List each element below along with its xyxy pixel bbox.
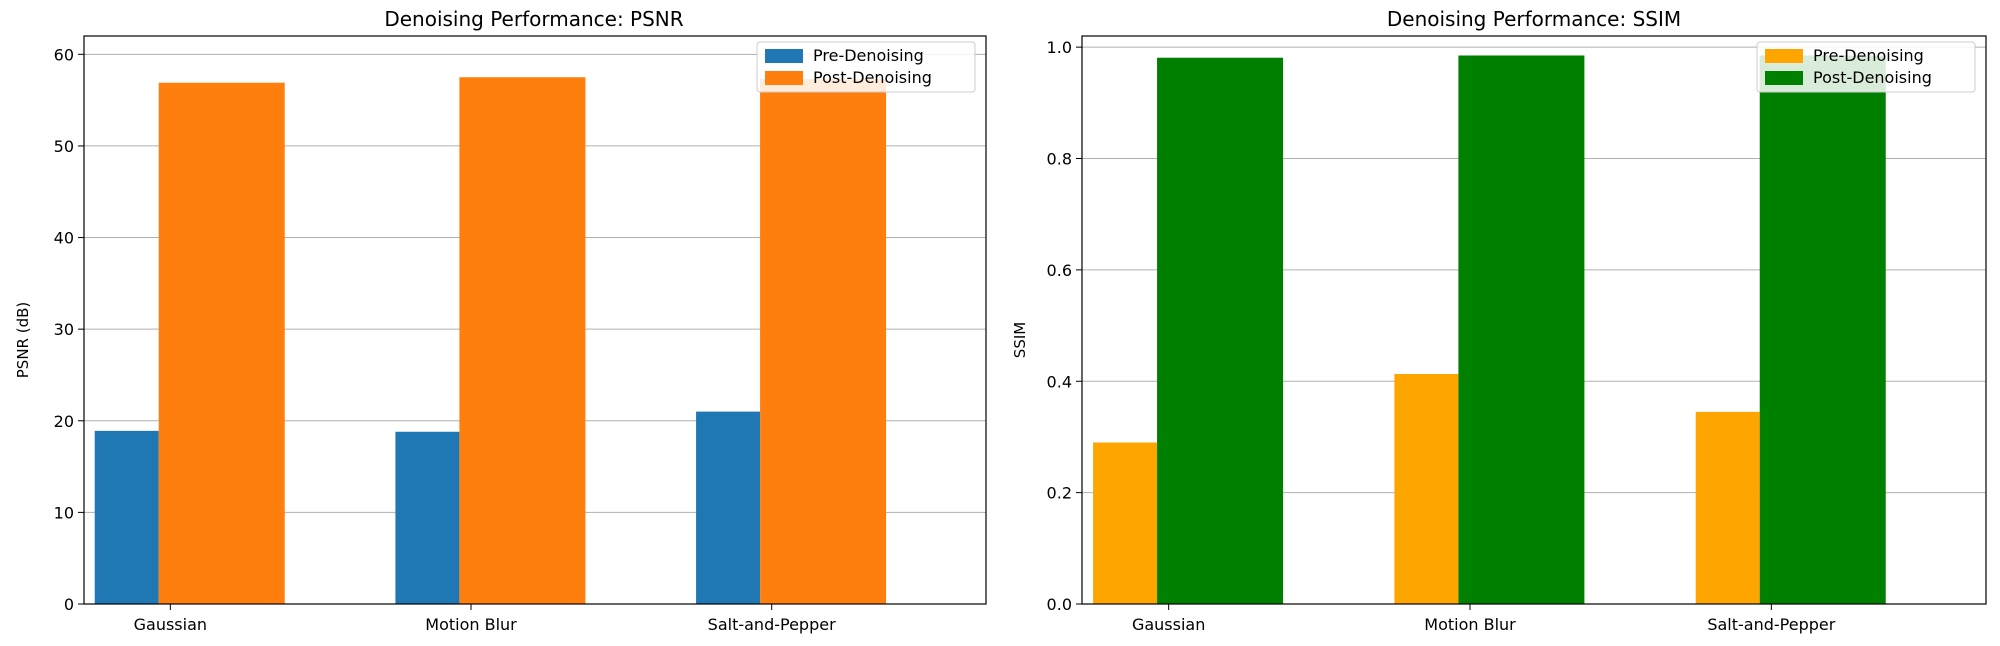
psnr-x-tick-label: Motion Blur (425, 615, 517, 634)
ssim-bar-post-0 (1157, 57, 1284, 604)
ssim-chart-title: Denoising Performance: SSIM (1387, 7, 1681, 31)
psnr-legend: Pre-Denoising Post-Denoising (756, 41, 976, 93)
ssim-legend-label-post: Post-Denoising (1813, 68, 1932, 87)
psnr-legend-label-post: Post-Denoising (813, 68, 932, 87)
psnr-x-tick-label: Salt-and-Pepper (708, 615, 836, 634)
ssim-legend-label-pre: Pre-Denoising (1813, 46, 1924, 65)
psnr-bar-pre-1 (395, 431, 460, 604)
ssim-y-ticks: 0.0 0.2 0.4 0.6 0.8 1.0 (1047, 38, 1082, 614)
psnr-y-tick-label: 60 (54, 45, 74, 64)
psnr-y-tick-label: 10 (54, 503, 74, 522)
psnr-legend-swatch-pre (765, 49, 803, 63)
ssim-legend-swatch-post (1765, 71, 1803, 85)
psnr-y-tick-label: 30 (54, 320, 74, 339)
psnr-y-axis-label: PSNR (dB) (14, 302, 32, 379)
ssim-x-ticks: Gaussian Motion Blur Salt-and-Pepper (1132, 604, 1836, 634)
ssim-x-tick-label: Salt-and-Pepper (1707, 615, 1835, 634)
psnr-plot-frame (83, 35, 987, 605)
psnr-legend-label-pre: Pre-Denoising (813, 46, 924, 65)
ssim-legend: Pre-Denoising Post-Denoising (1756, 41, 1976, 93)
ssim-bar-post-1 (1458, 55, 1585, 605)
psnr-chart: Denoising Performance: PSNR PSNR (dB) 0 1… (14, 7, 987, 634)
ssim-legend-swatch-pre (1765, 49, 1803, 63)
ssim-x-tick-label: Motion Blur (1424, 615, 1516, 634)
ssim-plot-frame (1081, 35, 1987, 605)
ssim-bar-pre-0 (1093, 442, 1158, 604)
ssim-y-tick-label: 0.0 (1047, 595, 1072, 614)
psnr-chart-title: Denoising Performance: PSNR (384, 7, 683, 31)
ssim-y-tick-label: 0.2 (1047, 484, 1072, 503)
ssim-y-tick-label: 0.6 (1047, 261, 1072, 280)
psnr-bar-post-0 (158, 82, 285, 604)
psnr-bar-post-2 (760, 79, 887, 605)
ssim-x-tick-label: Gaussian (1132, 615, 1205, 634)
ssim-y-tick-label: 0.4 (1047, 372, 1072, 391)
psnr-y-tick-label: 20 (54, 412, 74, 431)
ssim-y-axis-label: SSIM (1011, 322, 1029, 358)
ssim-y-tick-label: 0.8 (1047, 150, 1072, 169)
ssim-bar-post-2 (1759, 55, 1886, 605)
psnr-x-tick-label: Gaussian (134, 615, 207, 634)
psnr-legend-swatch-post (765, 71, 803, 85)
psnr-bar-post-1 (459, 77, 586, 604)
psnr-bar-pre-2 (696, 411, 761, 604)
ssim-bars (1093, 55, 1886, 605)
psnr-x-ticks: Gaussian Motion Blur Salt-and-Pepper (134, 604, 836, 634)
ssim-legend-box (1756, 41, 1976, 93)
psnr-bar-pre-0 (94, 430, 159, 604)
psnr-y-tick-label: 0 (64, 595, 74, 614)
psnr-bars (94, 77, 887, 605)
psnr-y-ticks: 0 10 20 30 40 50 60 (54, 45, 84, 614)
ssim-bar-pre-2 (1695, 411, 1760, 604)
psnr-y-tick-label: 50 (54, 137, 74, 156)
ssim-bar-pre-1 (1394, 374, 1459, 604)
ssim-y-tick-label: 1.0 (1047, 38, 1072, 57)
psnr-y-tick-label: 40 (54, 229, 74, 248)
psnr-legend-box (756, 41, 976, 93)
ssim-chart: Denoising Performance: SSIM SSIM 0.00.20… (1011, 7, 1987, 634)
